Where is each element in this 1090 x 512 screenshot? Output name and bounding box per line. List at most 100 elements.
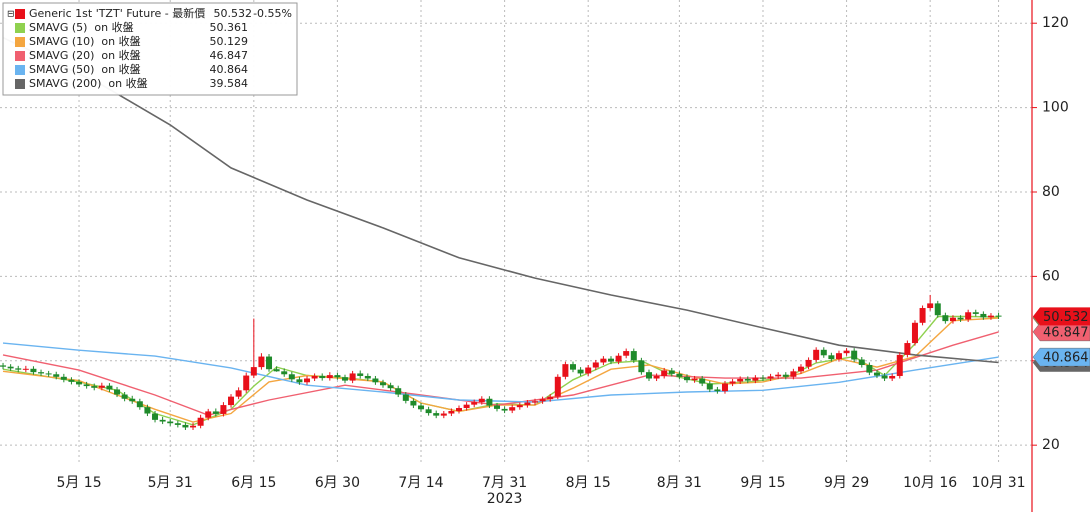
candle-body (167, 421, 174, 424)
candle-body (835, 353, 842, 360)
candle-body (463, 404, 470, 409)
x-tick-label: 5月 31 (148, 475, 193, 491)
legend-change: -0.55% (253, 7, 292, 20)
candle-body (395, 388, 402, 395)
legend-value: 50.129 (210, 35, 249, 48)
legend-swatch (15, 37, 25, 47)
legend-swatch (15, 65, 25, 75)
candle-body (448, 410, 455, 414)
candle-body (15, 368, 22, 370)
candle-body (851, 350, 858, 360)
candle-body (98, 385, 105, 388)
candle-body (76, 381, 83, 385)
candle-body (357, 373, 364, 376)
x-tick-label: 6月 30 (315, 475, 360, 491)
candle-body (980, 313, 987, 318)
legend-label: SMAVG (20) on 收盤 (29, 48, 141, 62)
legend: ⊟ Generic 1st 'TZT' Future - 最新價 50.532 -0… (2, 2, 298, 96)
candle-body (676, 373, 683, 377)
candle-body (630, 351, 637, 361)
legend-label: SMAVG (10) on 收盤 (29, 34, 141, 48)
candle-body (995, 315, 1002, 317)
price-tag (1032, 322, 1090, 342)
candle-body (881, 375, 888, 379)
candle-body (440, 413, 447, 416)
legend-box (2, 2, 298, 96)
candle-body (364, 375, 371, 379)
candle-body (228, 396, 235, 406)
legend-value: 46.847 (210, 49, 249, 62)
candle-body (250, 367, 257, 376)
candle-body (281, 371, 288, 375)
legend-swatch (15, 51, 25, 61)
candle-body (22, 368, 29, 370)
candle-body (813, 349, 820, 360)
y-tick-label: 120 (1042, 15, 1069, 31)
candle-body (866, 364, 873, 373)
candle-body (683, 376, 690, 381)
candle-body (927, 303, 934, 309)
candle-body (820, 349, 827, 356)
candle-body (668, 370, 675, 374)
candle-body (706, 383, 713, 390)
candle-body (972, 312, 979, 314)
candle-body (380, 382, 387, 386)
candle-body (288, 374, 295, 380)
candle-body (805, 359, 812, 367)
candle-body (197, 417, 204, 426)
candle-body (531, 401, 538, 403)
ma-line (2, 36, 999, 364)
candle-body (190, 425, 197, 428)
x-tick-label: 8月 15 (566, 475, 611, 491)
legend-swatch (15, 9, 25, 19)
candle-body (129, 398, 136, 402)
candle-body (456, 408, 463, 411)
candle-body (509, 407, 516, 411)
candle-body (501, 408, 508, 411)
candle-body (585, 367, 592, 374)
ma-line (2, 342, 999, 403)
candle-body (516, 405, 523, 408)
legend-value: 50.361 (210, 21, 249, 34)
candle-body (182, 424, 189, 428)
candle-body (904, 343, 911, 355)
candle-body (152, 413, 159, 420)
candle-body (858, 359, 865, 365)
legend-label: SMAVG (200) on 收盤 (29, 76, 148, 90)
candle-body (486, 398, 493, 406)
price-tag-label: 50.532 (1043, 310, 1089, 325)
candle-body (949, 317, 956, 322)
legend-value: 39.584 (210, 77, 249, 90)
candle-body (296, 379, 303, 383)
price-tag (1033, 307, 1090, 326)
candle-body (319, 375, 326, 379)
candle-body (752, 377, 759, 381)
year-label: 2023 (487, 491, 523, 507)
candle-body (159, 419, 166, 422)
candle-body (759, 377, 766, 379)
candle-body (607, 358, 614, 362)
candle-body (372, 378, 379, 383)
candle-body (144, 407, 151, 414)
candle-body (91, 386, 98, 388)
candle-body (782, 374, 789, 377)
x-tick-label: 6月 15 (231, 475, 276, 491)
candle-body (121, 394, 128, 399)
candle-body (729, 381, 736, 384)
legend-collapse: ⊟ (7, 10, 15, 20)
candle-body (873, 372, 880, 376)
candle-body (0, 365, 7, 367)
candle-body (136, 401, 143, 408)
candle-body (554, 376, 561, 397)
x-tick-label: 8月 31 (657, 475, 702, 491)
candle-body (797, 366, 804, 372)
candle-body (387, 385, 394, 389)
y-tick-label: 80 (1042, 184, 1060, 200)
candle-body (68, 379, 75, 382)
x-tick-label: 10月 31 (972, 475, 1026, 491)
legend-swatch (15, 23, 25, 33)
candle-body (304, 378, 311, 383)
x-tick-label: 7月 31 (482, 475, 527, 491)
y-tick-label: 100 (1042, 100, 1069, 116)
candle-body (478, 398, 485, 403)
